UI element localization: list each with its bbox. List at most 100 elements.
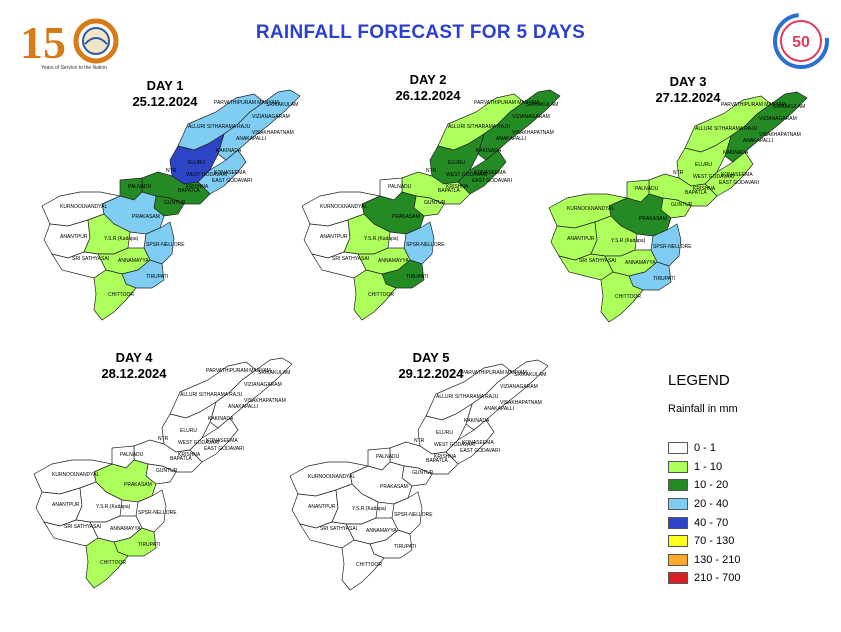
district-label-guntur: GUNTUR (424, 200, 446, 206)
district-label-west_godavari: WEST GODAVARI (186, 172, 227, 178)
legend-label: 20 - 40 (694, 498, 729, 511)
day-1-map: PARVATHIPURAM MANYAM SRIKAKULAM VIZIANAGAR… (38, 88, 304, 333)
district-label-kakinada: KAKINADA (216, 148, 242, 154)
district-label-annamayya: ANNAMAYYA (625, 260, 656, 266)
legend-swatch (668, 460, 688, 473)
district-label-east_godavari: EAST GODAVARI (204, 446, 244, 452)
district-label-tirupati: TIRUPATI (146, 274, 168, 280)
district-label-ntr: NTR (166, 168, 177, 174)
district-label-konaseema: KONASEEMA (462, 440, 494, 446)
district-label-parvathipuram: PARVATHIPURAM MANYAM (462, 370, 527, 376)
district-label-anakapalli: ANAKAPALLI (743, 138, 773, 144)
day-2-header: DAY 2 26.12.2024 (378, 72, 478, 104)
day-5-title: DAY 5 (412, 350, 450, 365)
district-label-guntur: GUNTUR (412, 470, 434, 476)
district-region-godavari_e (445, 419, 495, 465)
day-1-header: DAY 1 25.12.2024 (115, 78, 215, 110)
district-label-visakhapatnam: VISAKHAPATNAM (500, 400, 542, 406)
district-label-tirupati: TIRUPATI (406, 274, 428, 280)
imd-150-logo: 15 Years of Service to the Nation (18, 14, 130, 81)
day-5-date: 29.12.2024 (398, 366, 464, 381)
district-label-tirupati: TIRUPATI (138, 542, 160, 548)
district-label-sathya: SRI SATHYASAI (579, 258, 616, 264)
district-label-srikakulam: SRIKAKULAM (526, 102, 558, 108)
legend-item: 210 - 700 (668, 569, 828, 588)
district-label-ysr: Y.S.R.(Kadapa) (352, 506, 387, 512)
district-label-anakapalli: ANAKAPALLI (496, 136, 526, 142)
district-label-konaseema: KONASEEMA (206, 438, 238, 444)
logo-right-number: 50 (792, 34, 810, 51)
district-label-eluru: ELURU (448, 160, 465, 166)
district-region-chittoor (85, 537, 129, 589)
logo-number: 15 (20, 17, 66, 68)
district-label-anantpur: ANANTPUR (320, 234, 348, 240)
district-label-vizianagaram: VIZIANAGARAM (512, 114, 550, 120)
legend-item: 40 - 70 (668, 513, 828, 532)
district-label-annamayya: ANNAMAYYA (110, 526, 141, 532)
district-label-east_godavari: EAST GODAVARI (460, 448, 500, 454)
district-label-sathya: SRI SATHYASAI (332, 256, 369, 262)
district-region-godavari_e (704, 151, 754, 197)
district-label-east_godavari: EAST GODAVARI (719, 180, 759, 186)
district-label-kakinada: KAKINADA (464, 418, 490, 424)
district-label-visakhapatnam: VISAKHAPATNAM (252, 130, 294, 136)
district-label-krishna: KRISHNA (693, 186, 716, 192)
day-3-date: 27.12.2024 (655, 90, 721, 105)
district-region-chittoor (93, 269, 137, 321)
legend-swatch (668, 516, 688, 529)
district-label-palnadu: PALNADU (376, 454, 400, 460)
day-1-title: DAY 1 (146, 78, 184, 93)
district-label-alluri: ALLURI SITHARAMA RAJU (188, 124, 251, 130)
district-label-visakhapatnam: VISAKHAPATNAM (512, 130, 554, 136)
district-label-chittoor: CHITTOOR (100, 560, 126, 566)
district-label-anakapalli: ANAKAPALLI (228, 404, 258, 410)
district-label-sathya: SRI SATHYASAI (64, 524, 101, 530)
legend-label: 130 - 210 (694, 553, 741, 566)
day-4-title: DAY 4 (115, 350, 153, 365)
district-label-kurnool: KURNOOL (308, 474, 333, 480)
district-label-alluri: ALLURI SITHARAMA RAJU (180, 392, 243, 398)
district-label-vizianagaram: VIZIANAGARAM (252, 114, 290, 120)
district-label-kurnool: KURNOOL (60, 204, 85, 210)
district-label-bapatla: BAPATLA (170, 456, 192, 462)
district-label-chittoor: CHITTOOR (108, 292, 134, 298)
legend-item: 20 - 40 (668, 495, 828, 514)
district-label-ysr: Y.S.R.(Kadapa) (364, 236, 399, 242)
legend-label: 10 - 20 (694, 479, 729, 492)
district-label-ntr: NTR (158, 436, 169, 442)
district-label-palnadu: PALNADU (635, 186, 659, 192)
district-label-anakapalli: ANAKAPALLI (484, 406, 514, 412)
district-label-ysr: Y.S.R.(Kadapa) (96, 504, 131, 510)
district-label-anantpur: ANANTPUR (52, 502, 80, 508)
district-label-sathya: SRI SATHYASAI (72, 256, 109, 262)
district-label-krishna: KRISHNA (446, 184, 469, 190)
district-label-nandyal: NANDYAL (84, 204, 107, 210)
district-label-visakhapatnam: VISAKHAPATNAM (759, 132, 801, 138)
district-label-kurnool: KURNOOL (567, 206, 592, 212)
legend-swatch (668, 498, 688, 511)
day-5-map: PARVATHIPURAM MANYAM SRIKAKULAM VIZIANAGAR… (286, 358, 552, 603)
district-region-godavari_e (197, 149, 247, 195)
district-label-anantpur: ANANTPUR (60, 234, 88, 240)
district-label-kakinada: KAKINADA (208, 416, 234, 422)
day-4-map: PARVATHIPURAM MANYAM SRIKAKULAM VIZIANAGAR… (30, 356, 296, 601)
district-region-chittoor (353, 269, 397, 321)
district-label-bapatla: BAPATLA (178, 188, 200, 194)
legend-swatch (668, 442, 688, 455)
legend-label: 210 - 700 (694, 572, 741, 585)
legend: LEGEND Rainfall in mm 0 - 1 1 - 10 10 - … (668, 372, 828, 588)
legend-item: 0 - 1 (668, 439, 828, 458)
district-label-ntr: NTR (414, 438, 425, 444)
district-label-alluri: ALLURI SITHARAMA RAJU (436, 394, 499, 400)
district-region-coast_ne (217, 89, 301, 161)
district-label-visakhapatnam: VISAKHAPATNAM (244, 398, 286, 404)
district-label-annamayya: ANNAMAYYA (366, 528, 397, 534)
district-label-prakasam: PRAKASAM (639, 216, 667, 222)
district-region-chittoor (341, 539, 385, 591)
district-region-coast_ne (209, 357, 293, 429)
district-region-coast_ne (477, 89, 561, 161)
district-label-west_godavari: WEST GODAVARI (693, 174, 734, 180)
district-label-ntr: NTR (426, 168, 437, 174)
district-label-prakasam: PRAKASAM (132, 214, 160, 220)
